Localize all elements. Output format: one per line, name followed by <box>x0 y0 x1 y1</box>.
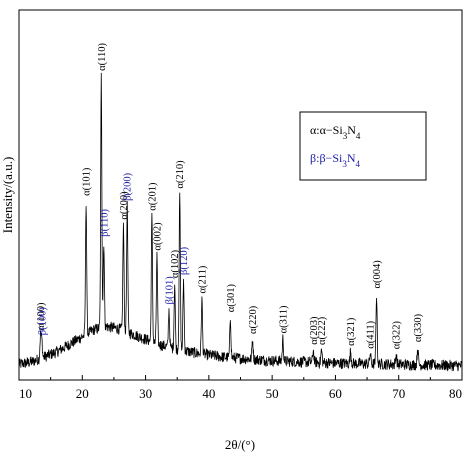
x-tick-label: 60 <box>329 386 342 401</box>
x-tick-label: 10 <box>19 386 32 401</box>
x-tick-label: 20 <box>76 386 89 401</box>
peak-label-alpha-220: α(220) <box>248 305 259 334</box>
legend-item-alpha: α:α−Si3N4 <box>310 123 361 141</box>
peak-label-beta-100: β(100) <box>37 307 48 336</box>
svg-text:β:β−Si3N4: β:β−Si3N4 <box>310 151 361 169</box>
svg-text:α:α−Si3N4: α:α−Si3N4 <box>310 123 361 141</box>
x-axis-ticks: 10 20 30 40 50 60 70 80 <box>18 375 463 401</box>
legend-item-beta: β:β−Si3N4 <box>310 151 361 169</box>
legend-box <box>299 111 427 181</box>
peak-label-alpha-322: α(322) <box>392 321 403 350</box>
peak-label-alpha-203: α(203) <box>309 316 320 345</box>
x-tick-label: 40 <box>202 386 215 401</box>
peak-label-alpha-330: α(330) <box>413 313 424 342</box>
x-tick-label: 50 <box>266 386 279 401</box>
legend-alpha-symbol: α: <box>310 123 320 137</box>
legend-beta-text: β−Si3N4 <box>319 151 360 169</box>
peak-label-alpha-200: α(200) <box>119 191 130 220</box>
peak-label-alpha-222: α(222) <box>317 316 328 345</box>
peak-label-alpha-210: α(210) <box>175 160 186 189</box>
peak-label-beta-101: β(101) <box>164 276 175 305</box>
legend: α:α−Si3N4 β:β−Si3N4 <box>299 111 427 181</box>
peak-label-alpha-411: α(411) <box>366 320 377 348</box>
peak-label-beta-200: β(200) <box>123 172 134 201</box>
peak-label-alpha-311: α(311) <box>278 305 289 333</box>
peak-label-alpha-301: α(301) <box>226 283 237 312</box>
x-tick-label: 30 <box>139 386 152 401</box>
legend-beta-symbol: β: <box>310 151 319 165</box>
peak-label-alpha-101: α(101) <box>82 167 93 196</box>
peak-label-beta-120: β(120) <box>179 246 190 275</box>
peak-labels: α(100)β(100) α(101) α(110) β(110) α(200)β(20… <box>36 43 424 350</box>
legend-alpha-text: α−Si3N4 <box>320 123 361 141</box>
peak-label-alpha-002: α(002) <box>152 222 163 251</box>
peak-label-alpha-004: α(004) <box>372 260 383 289</box>
x-tick-label: 80 <box>449 386 462 401</box>
peak-label-alpha-100: α(100) <box>36 302 47 331</box>
x-tick-label: 70 <box>392 386 405 401</box>
peak-label-beta-110: β(110) <box>99 209 110 237</box>
xrd-pattern-line <box>18 72 463 372</box>
y-axis-label: Intensity/(a.u.) <box>0 157 15 234</box>
peak-label-alpha-102: α(102) <box>170 249 181 278</box>
peak-label-alpha-201: α(201) <box>147 182 158 211</box>
x-axis-label: 2θ/(°) <box>225 437 255 452</box>
peak-label-alpha-321: α(321) <box>346 317 357 346</box>
peak-label-alpha-211: α(211) <box>197 265 208 293</box>
peak-label-alpha-110: α(110) <box>97 43 108 71</box>
